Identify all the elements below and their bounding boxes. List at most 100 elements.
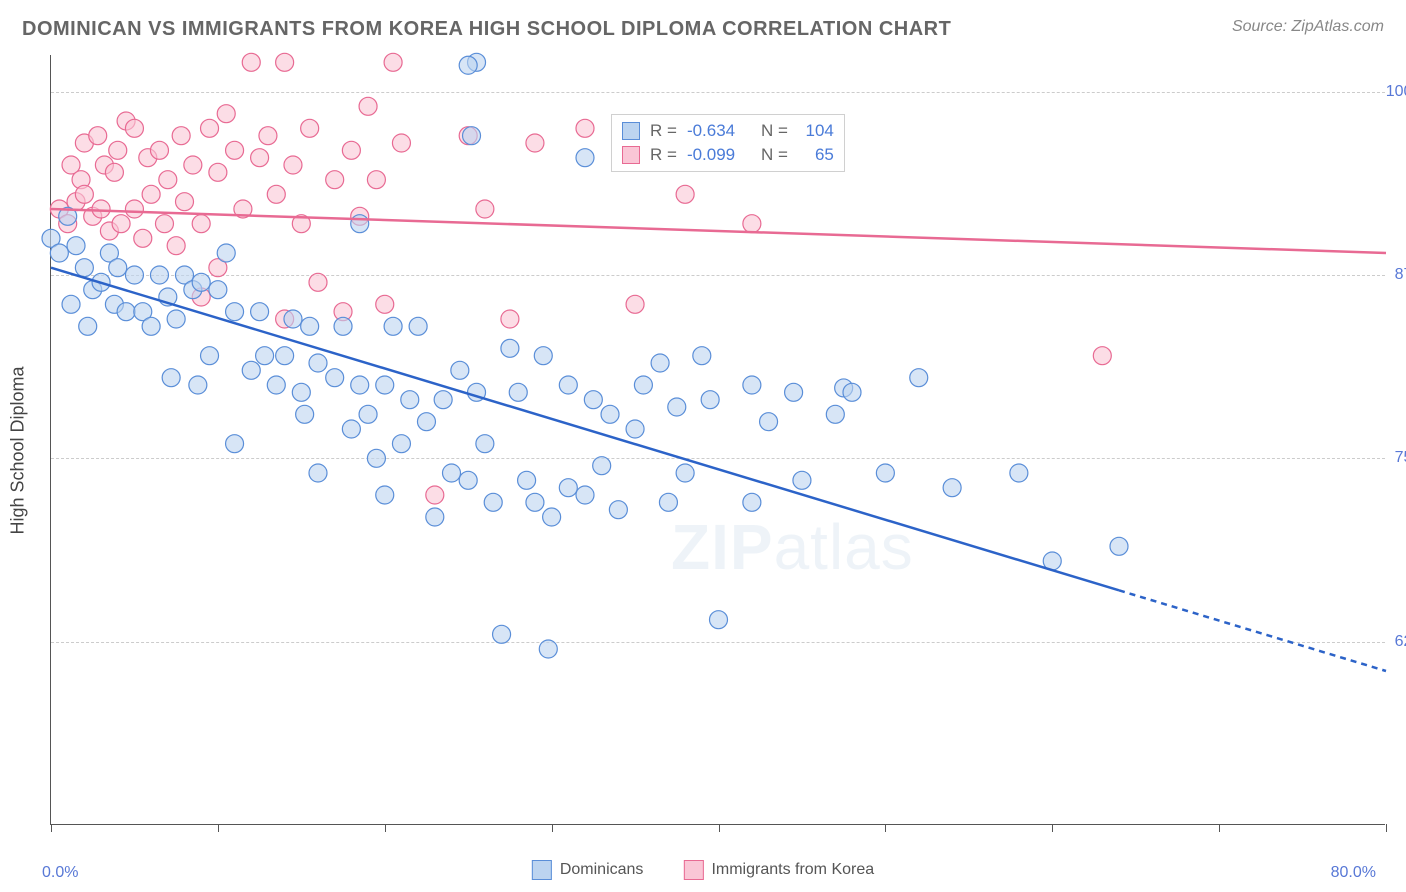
scatter-point — [192, 273, 210, 291]
scatter-point — [217, 244, 235, 262]
scatter-point — [576, 486, 594, 504]
scatter-point — [843, 383, 861, 401]
scatter-point — [826, 405, 844, 423]
scatter-point — [601, 405, 619, 423]
scatter-point — [459, 471, 477, 489]
scatter-point — [359, 97, 377, 115]
chart-title: DOMINICAN VS IMMIGRANTS FROM KOREA HIGH … — [22, 18, 951, 41]
scatter-point — [309, 273, 327, 291]
scatter-point — [276, 347, 294, 365]
scatter-point — [167, 310, 185, 328]
scatter-point — [284, 310, 302, 328]
chart-plot-area: ZIPatlas R =-0.634N =104R =-0.099N =65 6… — [50, 55, 1385, 825]
scatter-point — [117, 303, 135, 321]
scatter-point — [134, 229, 152, 247]
scatter-point — [426, 508, 444, 526]
scatter-point — [326, 369, 344, 387]
scatter-point — [162, 369, 180, 387]
scatter-point — [384, 317, 402, 335]
x-tick-mark — [1386, 824, 1387, 832]
scatter-point — [910, 369, 928, 387]
scatter-point — [142, 317, 160, 335]
corr-legend-row: R =-0.099N =65 — [622, 143, 834, 167]
scatter-point — [593, 457, 611, 475]
scatter-point — [201, 347, 219, 365]
scatter-point — [392, 435, 410, 453]
scatter-point — [192, 215, 210, 233]
scatter-point — [426, 486, 444, 504]
scatter-point — [167, 237, 185, 255]
scatter-point — [334, 317, 352, 335]
scatter-point — [105, 163, 123, 181]
scatter-point — [509, 383, 527, 401]
scatter-point — [89, 127, 107, 145]
scatter-point — [701, 391, 719, 409]
scatter-point — [576, 119, 594, 137]
scatter-point — [476, 435, 494, 453]
scatter-point — [367, 171, 385, 189]
scatter-point — [409, 317, 427, 335]
scatter-point — [292, 383, 310, 401]
legend-item: Dominicans — [532, 860, 644, 880]
trend-line — [51, 209, 1386, 253]
scatter-point — [267, 185, 285, 203]
scatter-point — [109, 141, 127, 159]
scatter-point — [484, 493, 502, 511]
x-tick-mark — [51, 824, 52, 832]
scatter-point — [309, 354, 327, 372]
y-tick-label: 87.5% — [1395, 266, 1406, 284]
scatter-point — [463, 127, 481, 145]
scatter-point — [75, 185, 93, 203]
scatter-point — [301, 119, 319, 137]
scatter-point — [92, 200, 110, 218]
scatter-point — [226, 303, 244, 321]
scatter-point — [267, 376, 285, 394]
scatter-point — [518, 471, 536, 489]
scatter-point — [501, 310, 519, 328]
scatter-point — [359, 405, 377, 423]
scatter-point — [309, 464, 327, 482]
x-tick-mark — [385, 824, 386, 832]
scatter-point — [79, 317, 97, 335]
n-label: N = — [761, 121, 788, 141]
scatter-point — [209, 163, 227, 181]
y-tick-label: 75.0% — [1395, 449, 1406, 467]
source-label: Source: ZipAtlas.com — [1232, 18, 1384, 36]
scatter-point — [376, 295, 394, 313]
scatter-point — [543, 508, 561, 526]
scatter-point — [626, 420, 644, 438]
legend-swatch — [622, 146, 640, 164]
r-label: R = — [650, 145, 677, 165]
scatter-point — [376, 486, 394, 504]
scatter-point — [176, 193, 194, 211]
scatter-point — [125, 266, 143, 284]
scatter-point — [142, 185, 160, 203]
scatter-point — [743, 376, 761, 394]
r-value: -0.099 — [687, 145, 745, 165]
scatter-point — [743, 493, 761, 511]
scatter-point — [1110, 537, 1128, 555]
scatter-point — [676, 185, 694, 203]
y-axis-label: High School Diploma — [8, 366, 29, 534]
scatter-point — [760, 413, 778, 431]
scatter-point — [242, 361, 260, 379]
scatter-point — [559, 376, 577, 394]
scatter-point — [559, 479, 577, 497]
scatter-point — [201, 119, 219, 137]
scatter-point — [501, 339, 519, 357]
scatter-point — [1010, 464, 1028, 482]
scatter-point — [584, 391, 602, 409]
scatter-point — [296, 405, 314, 423]
scatter-point — [401, 391, 419, 409]
scatter-point — [150, 141, 168, 159]
n-label: N = — [761, 145, 788, 165]
scatter-point — [367, 449, 385, 467]
trend-line — [51, 268, 1119, 591]
scatter-point — [634, 376, 652, 394]
legend-item: Immigrants from Korea — [683, 860, 874, 880]
scatter-point — [50, 244, 68, 262]
scatter-point — [276, 53, 294, 71]
y-tick-label: 100.0% — [1386, 83, 1406, 101]
scatter-point — [626, 295, 644, 313]
scatter-point — [676, 464, 694, 482]
